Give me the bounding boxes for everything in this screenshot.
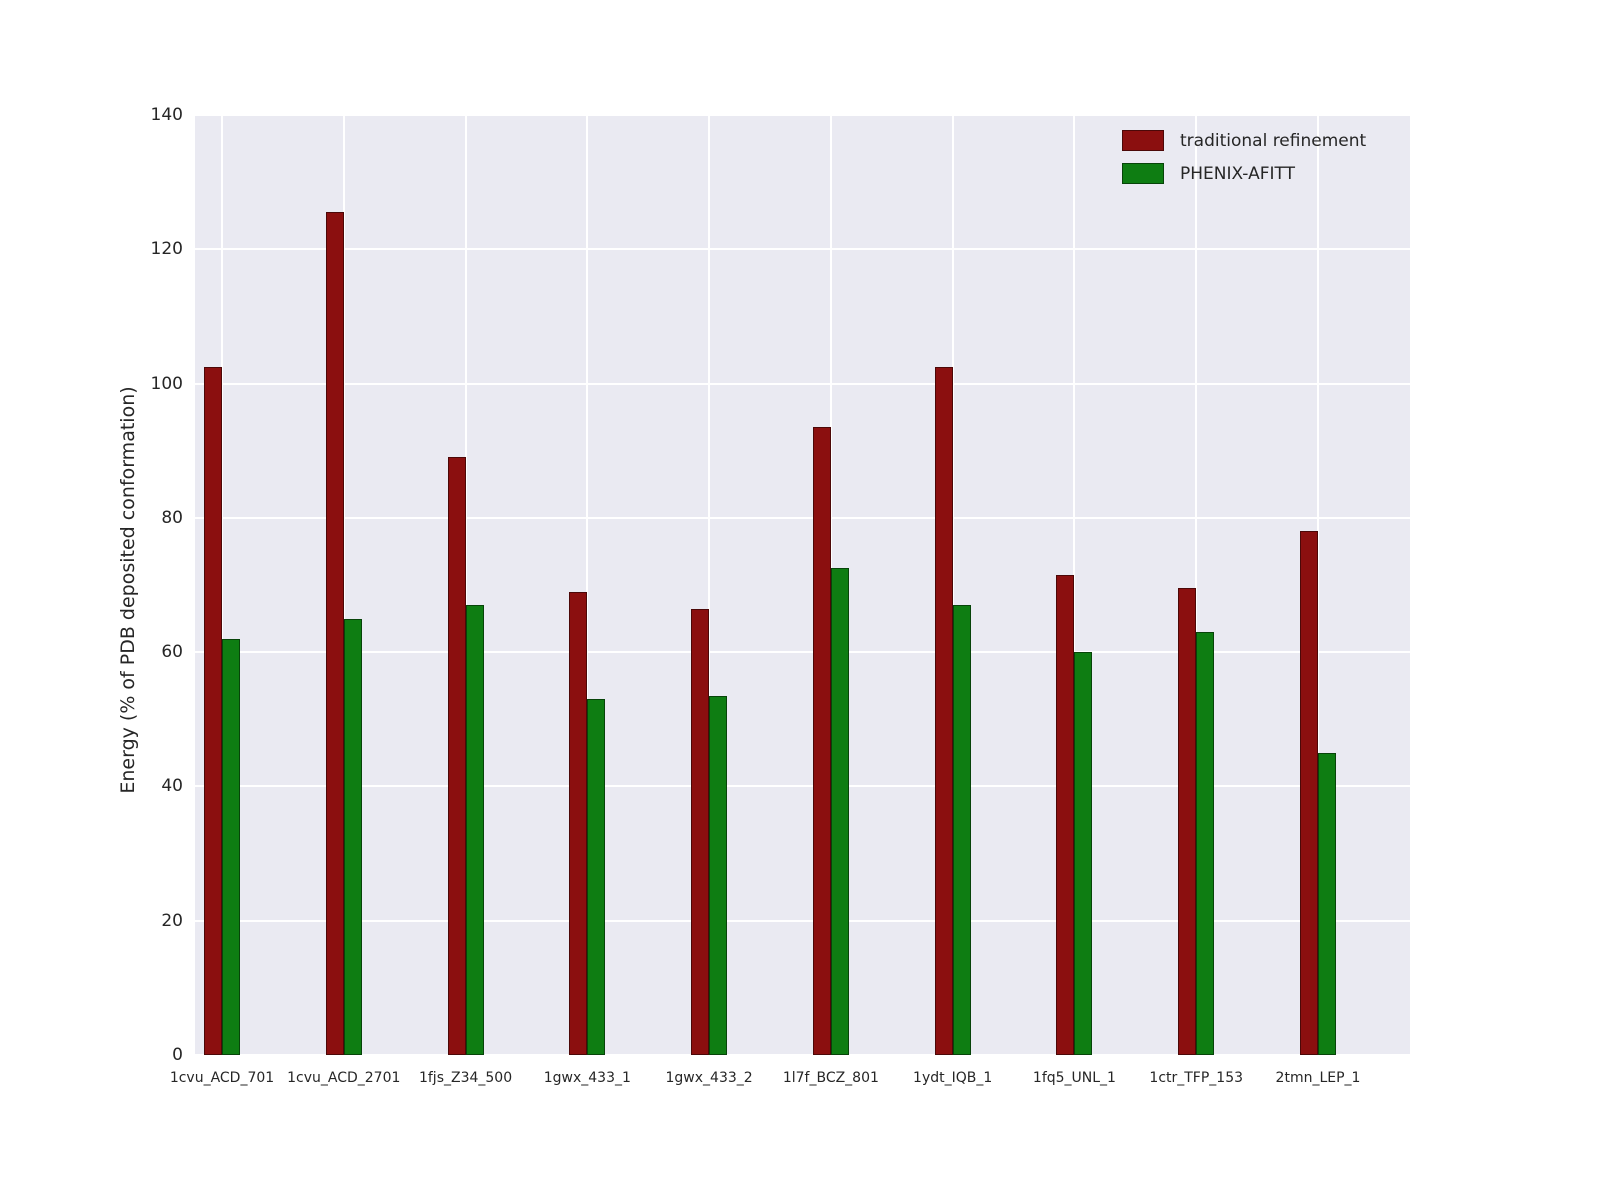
bar-1fjs_Z34_500-traditional bbox=[447, 457, 466, 1055]
y-tick-label: 80 bbox=[161, 507, 183, 528]
bar-1l7f_BCZ_801-traditional bbox=[812, 427, 831, 1055]
y-tick-label: 0 bbox=[172, 1045, 183, 1065]
gridline-vertical bbox=[951, 115, 954, 1055]
x-tick-label: 1ctr_TFP_153 bbox=[1149, 1070, 1244, 1086]
legend-label-traditional: traditional refinement bbox=[1180, 130, 1367, 151]
gridline-horizontal bbox=[195, 919, 1410, 922]
gridline-vertical bbox=[708, 115, 711, 1055]
bar-1fjs_Z34_500-phenix bbox=[465, 605, 484, 1055]
x-tick-label: 1ydt_IQB_1 bbox=[913, 1070, 993, 1086]
y-axis-label: Energy (% of PDB deposited conformation) bbox=[117, 386, 139, 794]
gridline-vertical bbox=[464, 115, 467, 1055]
bar-1ctr_TFP_153-phenix bbox=[1196, 632, 1215, 1055]
gridline-vertical bbox=[586, 115, 589, 1055]
y-tick-label: 40 bbox=[161, 776, 183, 797]
x-tick-label: 1gwx_433_1 bbox=[543, 1070, 631, 1086]
gridline-vertical bbox=[221, 115, 223, 1055]
bar-1gwx_433_1-phenix bbox=[587, 699, 606, 1055]
gridline-horizontal bbox=[195, 516, 1410, 519]
y-tick-label: 120 bbox=[150, 239, 183, 260]
plot-area bbox=[195, 114, 1410, 1056]
x-tick-label: 1gwx_433_2 bbox=[665, 1070, 753, 1086]
bar-1gwx_433_2-phenix bbox=[709, 695, 728, 1055]
legend-swatch-traditional bbox=[1122, 130, 1164, 151]
legend: traditional refinement PHENIX-AFITT bbox=[1122, 130, 1366, 184]
gridline-horizontal bbox=[195, 1054, 1410, 1056]
bar-1fq5_UNL_1-phenix bbox=[1074, 652, 1093, 1055]
legend-label-phenix: PHENIX-AFITT bbox=[1180, 163, 1295, 184]
y-tick-label: 100 bbox=[150, 373, 183, 394]
gridline-horizontal bbox=[195, 651, 1410, 654]
bar-1gwx_433_2-traditional bbox=[691, 608, 710, 1055]
gridline-vertical bbox=[342, 115, 345, 1055]
y-tick-label: 140 bbox=[150, 105, 183, 125]
gridline-horizontal bbox=[195, 785, 1410, 788]
x-tick-label: 1cvu_ACD_2701 bbox=[287, 1070, 401, 1086]
bar-1cvu_ACD_701-phenix bbox=[222, 638, 240, 1055]
gridline-horizontal bbox=[195, 114, 1410, 116]
x-tick-label: 1fq5_UNL_1 bbox=[1032, 1070, 1116, 1086]
bar-2tmn_LEP_1-phenix bbox=[1318, 752, 1336, 1055]
bar-1ydt_IQB_1-traditional bbox=[934, 366, 953, 1055]
gridline-vertical bbox=[1073, 115, 1076, 1055]
bar-1ydt_IQB_1-phenix bbox=[952, 605, 971, 1055]
bar-1cvu_ACD_2701-traditional bbox=[325, 212, 344, 1055]
legend-entry-phenix: PHENIX-AFITT bbox=[1122, 163, 1366, 184]
gridline-horizontal bbox=[195, 248, 1410, 251]
bar-1l7f_BCZ_801-phenix bbox=[830, 568, 849, 1055]
bar-2tmn_LEP_1-traditional bbox=[1300, 531, 1318, 1055]
x-tick-label: 1fjs_Z34_500 bbox=[418, 1070, 513, 1086]
gridline-vertical bbox=[1317, 115, 1319, 1055]
x-tick-label: 1cvu_ACD_701 bbox=[169, 1070, 275, 1086]
bar-1cvu_ACD_2701-phenix bbox=[343, 618, 362, 1055]
gridline-horizontal bbox=[195, 382, 1410, 385]
bar-1ctr_TFP_153-traditional bbox=[1178, 588, 1197, 1055]
legend-swatch-phenix bbox=[1122, 163, 1164, 184]
bar-1gwx_433_1-traditional bbox=[569, 591, 588, 1055]
y-tick-label: 60 bbox=[161, 642, 183, 663]
bar-1fq5_UNL_1-traditional bbox=[1056, 574, 1075, 1055]
x-tick-label: 1l7f_BCZ_801 bbox=[782, 1070, 879, 1086]
x-tick-label: 2tmn_LEP_1 bbox=[1275, 1070, 1361, 1086]
legend-entry-traditional: traditional refinement bbox=[1122, 130, 1366, 151]
y-tick-label: 20 bbox=[161, 910, 183, 931]
gridline-vertical bbox=[1195, 115, 1198, 1055]
bar-1cvu_ACD_701-traditional bbox=[204, 366, 222, 1055]
